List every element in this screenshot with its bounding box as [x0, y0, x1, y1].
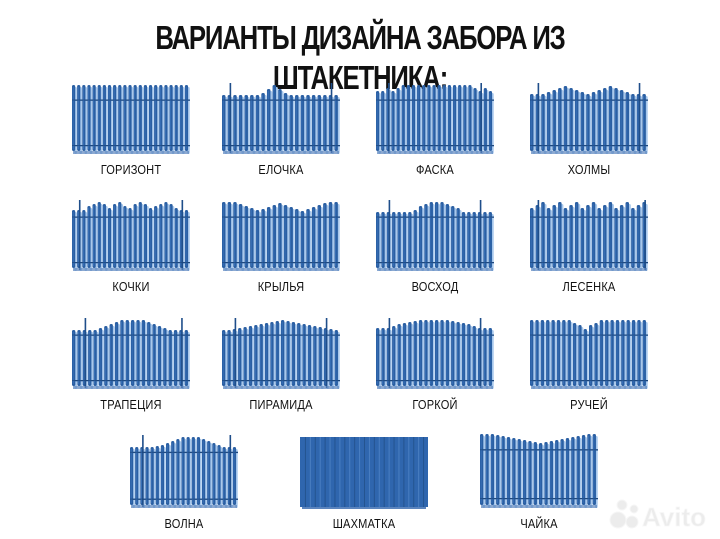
fence-illustration	[480, 434, 598, 508]
fence-illustration	[72, 200, 190, 271]
fence-label: ФАСКА	[416, 162, 454, 177]
fence-label: КОЧКИ	[112, 279, 150, 294]
fence-label: ГОРКОЙ	[412, 397, 458, 412]
fence-illustration	[130, 435, 238, 508]
fence-label: ВОСХОД	[411, 279, 459, 294]
fence-illustration	[530, 83, 648, 154]
fence-label: ГОРИЗОНТ	[100, 162, 162, 177]
fence-label: ПИРАМИДА	[249, 397, 313, 412]
fence-illustration	[530, 320, 648, 389]
fence-label: ЧАЙКА	[520, 516, 558, 531]
fence-variant: ЛЕСЕНКА	[530, 200, 648, 302]
fence-label: КРЫЛЬЯ	[257, 279, 305, 294]
fence-label: ХОЛМЫ	[567, 162, 611, 177]
avito-watermark: Avito	[608, 496, 718, 532]
fence-variant: КОЧКИ	[72, 200, 190, 302]
avito-text: Avito	[642, 502, 706, 532]
fence-label: ЕЛОЧКА	[258, 162, 304, 177]
fence-illustration	[72, 318, 190, 389]
fence-variant: ХОЛМЫ	[530, 83, 648, 185]
fence-illustration	[376, 318, 494, 389]
fence-variant: РУЧЕЙ	[530, 318, 648, 420]
fence-illustration	[222, 83, 340, 154]
avito-logo-icon: Avito	[609, 499, 706, 532]
page-title: ВАРИАНТЫ ДИЗАЙНА ЗАБОРА ИЗ ШТАКЕТНИКА:	[155, 19, 565, 96]
fence-label: ЛЕСЕНКА	[562, 279, 616, 294]
fence-variant: ТРАПЕЦИЯ	[72, 318, 190, 420]
fence-variant: ШАХМАТКА	[300, 435, 428, 539]
fence-label: ВОЛНА	[164, 516, 204, 531]
fence-variant: ПИРАМИДА	[222, 318, 340, 420]
fence-illustration	[530, 200, 648, 271]
fence-variant: ЕЛОЧКА	[222, 83, 340, 185]
fence-illustration	[376, 83, 494, 154]
fence-label: РУЧЕЙ	[570, 397, 608, 412]
fence-variant: ГОРИЗОНТ	[72, 83, 190, 185]
fence-variant: ФАСКА	[376, 83, 494, 185]
fence-variant: ЧАЙКА	[480, 432, 598, 539]
fence-variant: ГОРКОЙ	[376, 318, 494, 420]
fence-label: ТРАПЕЦИЯ	[100, 397, 162, 412]
fence-variant: ВОСХОД	[376, 200, 494, 302]
fence-variant: КРЫЛЬЯ	[222, 200, 340, 302]
fence-illustration	[376, 200, 494, 271]
fence-illustration	[72, 85, 190, 154]
fence-illustration	[300, 437, 428, 509]
fence-label: ШАХМАТКА	[332, 516, 396, 531]
fence-illustration	[222, 318, 340, 389]
fence-illustration	[222, 202, 340, 271]
fence-variant: ВОЛНА	[130, 435, 238, 539]
